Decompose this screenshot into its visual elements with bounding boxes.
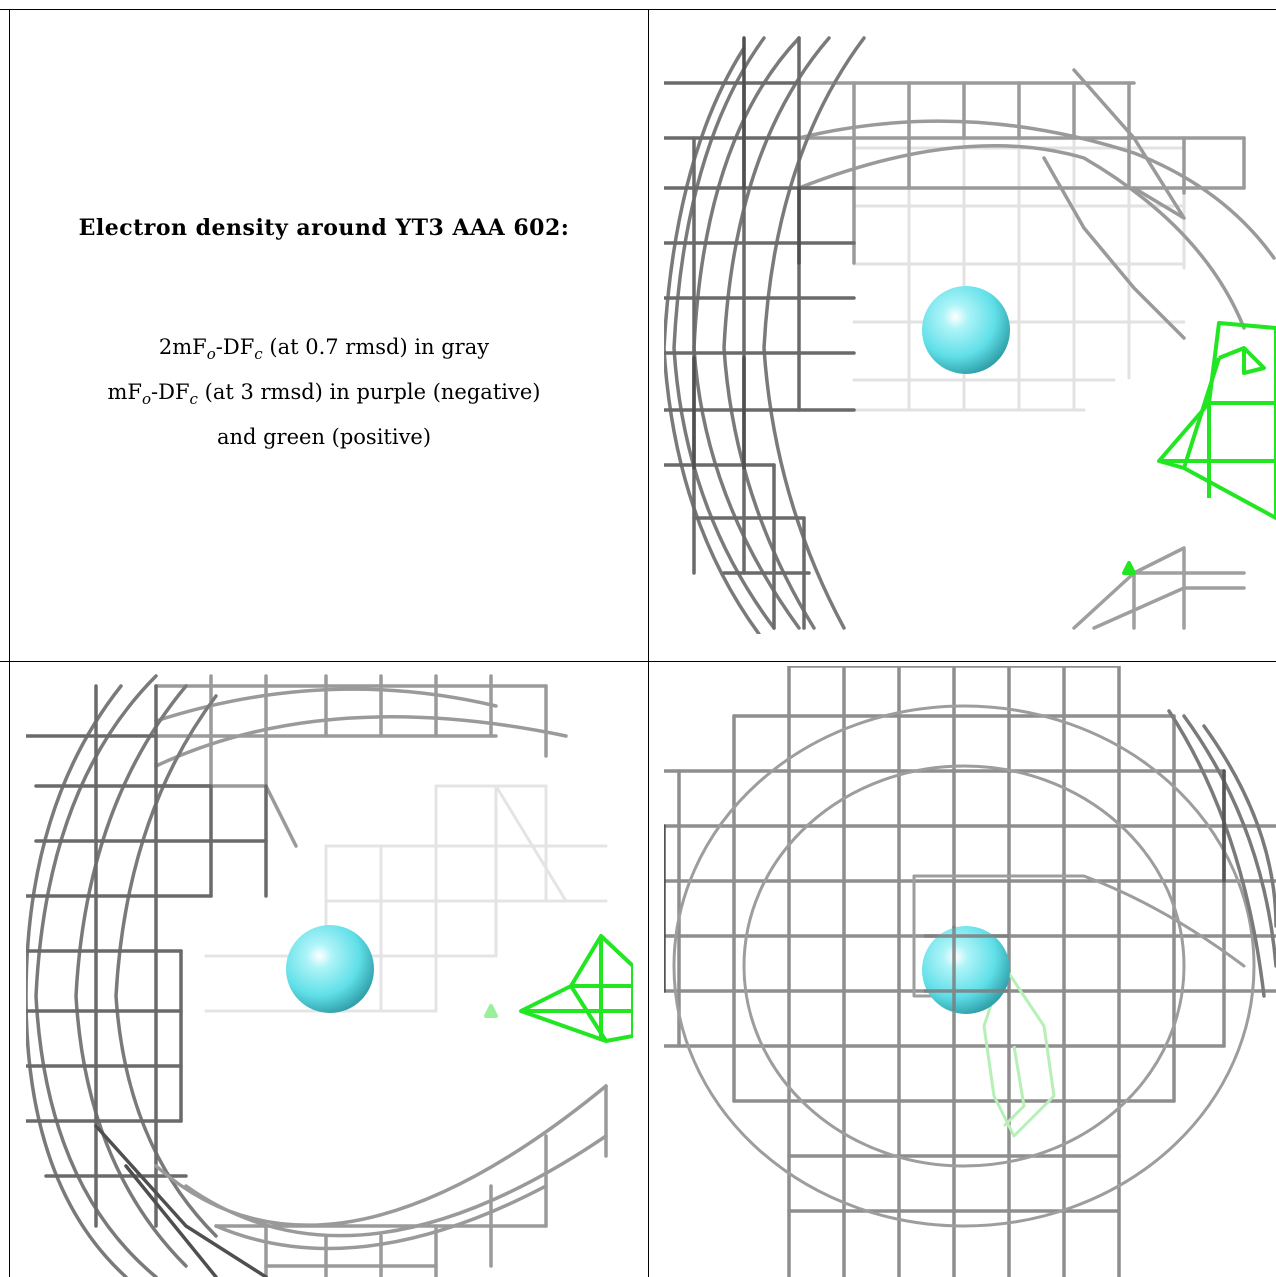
table-border-left (9, 9, 10, 1277)
caption-line-2mfo: 2mFo-DFc (at 0.7 rmsd) in gray (158, 335, 490, 364)
green-mesh-positive (1122, 321, 1276, 575)
gray-mesh-foreground (924, 926, 1009, 1011)
green-mesh-positive (484, 934, 633, 1043)
gray-mesh-2mfo-dfc (664, 36, 1276, 634)
view-top-right (664, 28, 1276, 634)
caption-cell: Electron density around YT3 AAA 602: 2mF… (0, 10, 648, 660)
caption-line-mfo: mFo-DFc (at 3 rmsd) in purple (negative) (107, 380, 541, 409)
metal-ion-sphere (922, 926, 1010, 1014)
caption-title: Electron density around YT3 AAA 602: (78, 215, 570, 241)
view-bottom-right (664, 666, 1276, 1277)
metal-ion-sphere (922, 286, 1010, 374)
caption-line-green: and green (positive) (216, 425, 432, 450)
table-border-middle (0, 661, 1276, 662)
caption-description: 2mFo-DFc (at 0.7 rmsd) in gray mFo-DFc (… (0, 328, 648, 456)
table-border-center (648, 9, 649, 1277)
table-border-top (0, 9, 1276, 10)
metal-ion-sphere (286, 925, 374, 1013)
green-mesh-positive (982, 964, 1056, 1138)
view-bottom-left (26, 666, 633, 1277)
